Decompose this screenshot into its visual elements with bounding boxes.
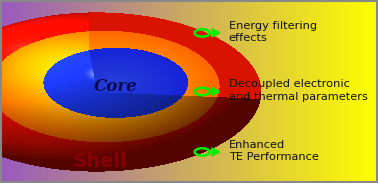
Text: Energy filtering
effects: Energy filtering effects — [229, 21, 317, 43]
Text: Enhanced
TE Performance: Enhanced TE Performance — [229, 140, 319, 162]
Text: Core: Core — [93, 78, 137, 94]
Text: Shell: Shell — [73, 152, 127, 171]
Text: Decoupled electronic
and thermal parameters: Decoupled electronic and thermal paramet… — [229, 79, 367, 102]
